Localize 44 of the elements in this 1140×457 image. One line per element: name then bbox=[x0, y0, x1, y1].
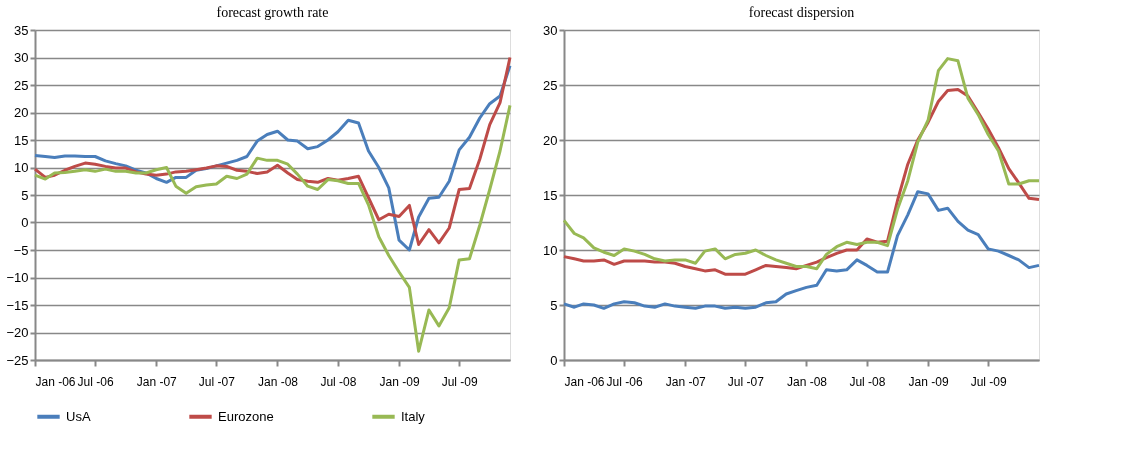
legend-label: Italy bbox=[401, 408, 426, 424]
x-tick-label: Jul -06 bbox=[77, 374, 114, 389]
y-tick-label: 10 bbox=[543, 242, 558, 258]
x-tick-label: Jul -08 bbox=[849, 374, 886, 389]
x-tick-label: Jul -07 bbox=[727, 374, 765, 389]
y-tick-label: −15 bbox=[6, 297, 29, 313]
y-tick-label: −25 bbox=[6, 352, 29, 368]
x-tick-label: Jul -08 bbox=[320, 374, 357, 389]
y-tick-label: 20 bbox=[543, 132, 558, 148]
chart-title: forecast dispersion bbox=[748, 5, 855, 20]
x-tick-label: Jul -06 bbox=[606, 374, 643, 389]
y-tick-label: 5 bbox=[550, 297, 558, 313]
legend-label: Eurozone bbox=[218, 408, 274, 424]
x-tick-label: Jan -06 bbox=[564, 374, 605, 389]
x-tick-label: Jan -08 bbox=[257, 374, 299, 389]
y-tick-label: 5 bbox=[21, 187, 29, 203]
y-tick-label: 20 bbox=[14, 105, 29, 120]
x-tick-label: Jul -07 bbox=[198, 374, 236, 389]
line-series bbox=[562, 190, 1041, 310]
y-tick-label: 35 bbox=[14, 22, 29, 38]
y-tick-label: 0 bbox=[21, 215, 29, 230]
x-tick-label: Jan -07 bbox=[136, 374, 178, 389]
y-tick-label: 30 bbox=[14, 50, 29, 65]
x-tick-label: Jul -09 bbox=[970, 374, 1008, 389]
line-series bbox=[33, 103, 512, 353]
legend-label: UsA bbox=[66, 408, 91, 424]
y-tick-label: 15 bbox=[543, 187, 558, 203]
y-tick-label: −5 bbox=[13, 242, 29, 258]
x-tick-label: Jan -09 bbox=[908, 374, 949, 389]
x-tick-label: Jan -07 bbox=[665, 374, 707, 389]
y-tick-label: 25 bbox=[14, 77, 29, 93]
chart-title: forecast growth rate bbox=[216, 5, 329, 20]
y-tick-label: 10 bbox=[14, 160, 29, 175]
y-tick-label: −20 bbox=[6, 325, 29, 340]
y-tick-label: −10 bbox=[6, 270, 29, 285]
x-tick-label: Jan -06 bbox=[35, 374, 76, 389]
y-tick-label: 25 bbox=[543, 77, 558, 93]
y-tick-label: 30 bbox=[543, 22, 558, 38]
x-tick-label: Jan -09 bbox=[379, 374, 420, 389]
x-tick-label: Jul -09 bbox=[441, 374, 479, 389]
y-tick-label: 15 bbox=[14, 132, 29, 148]
y-tick-label: 0 bbox=[550, 352, 558, 368]
x-tick-label: Jan -08 bbox=[786, 374, 828, 389]
line-series bbox=[562, 57, 1041, 271]
